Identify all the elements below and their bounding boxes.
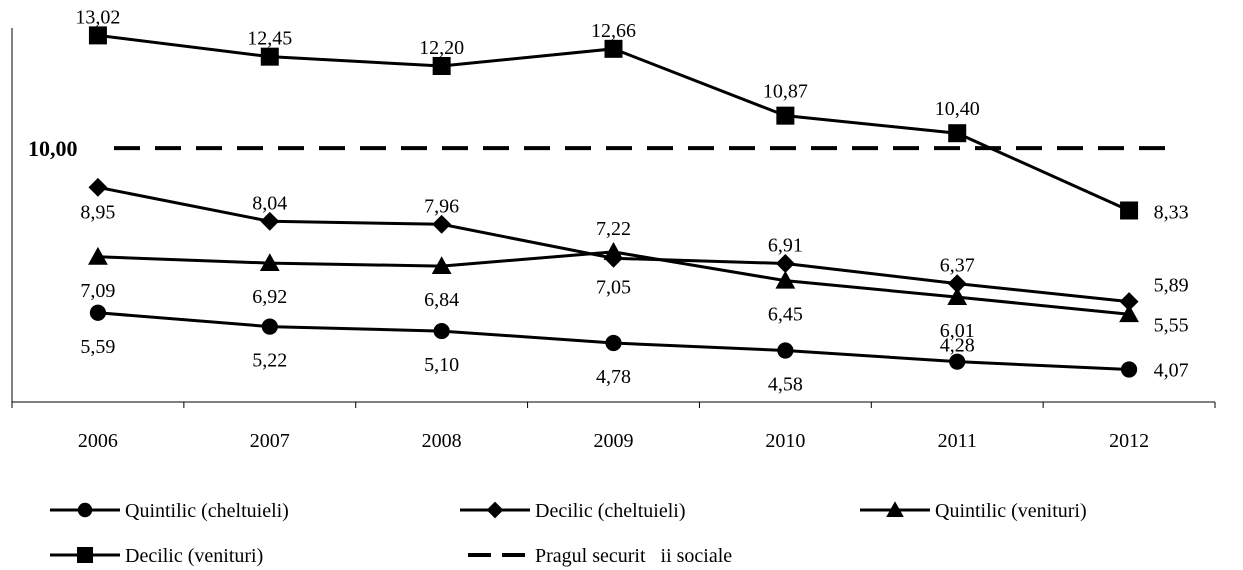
data-point-circle [433,322,450,340]
data-label: 7,22 [596,218,631,240]
legend-marker-triangle [886,501,904,518]
data-label: 7,96 [424,195,459,217]
legend-marker-circle [77,502,93,518]
data-label: 4,28 [940,335,975,357]
data-label: 6,45 [768,304,803,326]
data-label: 10,87 [763,81,808,103]
legend-label: Pragul securit ii sociale [535,545,732,567]
legend: Quintilic (cheltuieli) Decilic (cheltuiel… [50,500,1087,567]
data-label: 8,33 [1154,201,1189,223]
data-point-triangle [88,246,108,265]
data-point-diamond [432,214,452,234]
x-tick-label: 2012 [1109,430,1149,452]
x-tick-label: 2007 [250,430,290,452]
data-point-square [604,39,623,58]
legend-label: Decilic (venituri) [125,545,263,567]
data-point-circle [949,353,966,370]
legend-item-pragul-securit-ii-sociale: Pragul securit ii sociale [468,545,732,567]
x-tick-label: 2010 [765,430,805,452]
x-tick-label: 2009 [594,430,634,452]
series-line [97,33,1130,212]
series-quintilic-cheltuieli: 5,59 5,22 5,10 4,78 4,58 4,28 4,07 [80,304,1189,395]
data-label: 5,22 [252,350,287,372]
data-label: 4,07 [1154,360,1189,382]
series-decilic-cheltuieli: 8,95 8,04 7,96 7,05 6,91 6,37 5,89 [80,177,1189,312]
data-point-triangle [947,287,968,306]
data-label: 5,10 [424,354,459,376]
data-point-circle [777,342,794,359]
data-point-square [432,57,451,75]
series-decilic-venituri: 13,02 12,45 12,20 12,66 10,87 10,40 8,33 [75,6,1188,223]
data-point-square [1120,201,1139,220]
data-point-square [260,47,279,66]
legend-item-quintilic-venituri: Quintilic (venituri) [860,500,1087,522]
data-point-circle [261,318,278,335]
data-label: 6,91 [768,234,803,256]
data-point-triangle [775,270,796,289]
data-label: 7,05 [596,276,631,298]
data-label: 4,58 [768,373,803,395]
x-tick-label: 2011 [938,430,977,452]
data-label: 6,84 [424,289,459,311]
data-label: 12,20 [419,37,464,59]
data-label: 5,89 [1154,275,1189,297]
data-point-triangle [431,256,452,275]
data-label: 4,78 [596,366,631,388]
x-tick-label: 2008 [422,430,462,452]
data-point-triangle [1119,304,1139,323]
series-quintilic-venituri: 7,09 6,92 6,84 7,22 6,45 6,01 5,55 [80,218,1188,342]
data-point-square [88,26,107,45]
legend-marker-diamond [486,501,504,519]
data-label: 6,01 [940,320,975,342]
legend-item-decilic-venituri: Decilic (venituri) [50,545,263,567]
data-point-diamond [1119,292,1139,312]
data-point-triangle [259,253,280,272]
reference-line-label: 10,00 [28,136,78,161]
x-tick-label: 2006 [78,430,118,452]
data-point-diamond [947,274,967,294]
legend-label: Quintilic (cheltuieli) [125,500,289,522]
legend-item-quintilic-cheltuieli: Quintilic (cheltuieli) [50,500,289,522]
data-label: 12,66 [591,20,636,42]
legend-marker-square [77,547,93,563]
data-point-square [776,106,795,125]
data-point-square [948,124,967,143]
data-label: 6,37 [940,255,975,277]
data-point-circle [89,304,107,321]
legend-label: Quintilic (venituri) [935,500,1087,522]
data-point-triangle [603,242,624,260]
data-point-diamond [88,177,108,197]
data-label: 5,59 [80,336,115,358]
data-label: 12,45 [247,28,292,50]
data-label: 5,55 [1154,314,1189,336]
data-label: 13,02 [75,6,120,28]
legend-label: Decilic (cheltuieli) [535,500,685,522]
data-label: 10,40 [935,98,980,120]
data-label: 8,95 [80,201,115,223]
data-label: 8,04 [252,192,287,214]
data-label: 7,09 [80,280,115,302]
data-point-diamond [260,211,280,231]
data-point-diamond [775,254,795,273]
legend-item-decilic-cheltuieli: Decilic (cheltuieli) [460,500,685,522]
data-point-circle [1120,361,1138,378]
data-label: 6,92 [252,286,287,308]
data-point-circle [605,334,622,352]
